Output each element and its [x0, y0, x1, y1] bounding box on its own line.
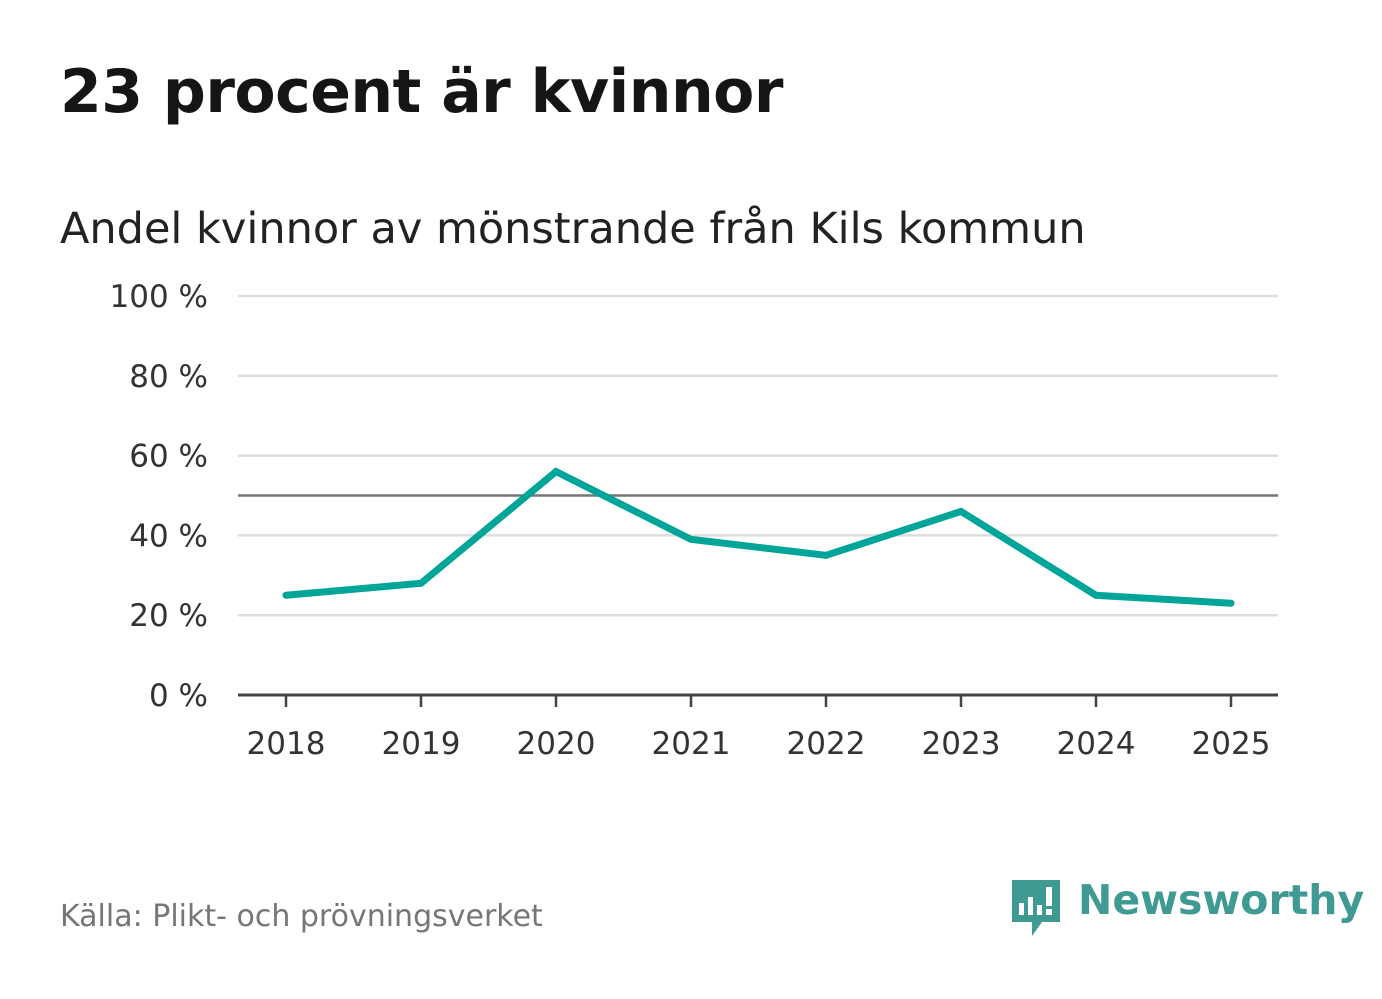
- y-tick-label: 40 %: [129, 518, 208, 554]
- data-point-2022: [822, 551, 830, 559]
- brand-logo: Newsworthy: [1010, 878, 1364, 940]
- y-tick-label: 100 %: [110, 279, 208, 315]
- data-point-2018: [282, 591, 290, 599]
- x-tick-label: 2020: [517, 726, 596, 762]
- data-point-2023: [957, 507, 965, 515]
- x-tick-label: 2023: [922, 726, 1001, 762]
- chart-title: 23 procent är kvinnor: [60, 57, 783, 127]
- data-point-2021: [687, 535, 695, 543]
- y-tick-label: 60 %: [129, 439, 208, 475]
- source-note: Källa: Plikt- och prövningsverket: [60, 899, 543, 934]
- x-tick-label: 2025: [1192, 726, 1271, 762]
- newsworthy-logo-icon: [1012, 880, 1060, 936]
- x-tick-label: 2019: [382, 726, 461, 762]
- x-tick-label: 2022: [787, 726, 866, 762]
- x-tick-label: 2021: [652, 726, 731, 762]
- x-axis: [238, 693, 1278, 707]
- grid-lines: [238, 294, 1278, 617]
- x-tick-label: 2024: [1057, 726, 1136, 762]
- data-point-2025: [1227, 599, 1235, 607]
- x-tick-label: 2018: [247, 726, 326, 762]
- x-axis-tick-labels: 2018 2019 2020 2021 2022 2023 2024 2025: [247, 726, 1271, 762]
- y-tick-label: 80 %: [129, 359, 208, 395]
- chart-subtitle: Andel kvinnor av mönstrande från Kils ko…: [60, 204, 1086, 254]
- brand-name: Newsworthy: [1078, 876, 1365, 924]
- data-point-2019: [417, 579, 425, 587]
- y-axis-tick-labels: 0 % 20 % 40 % 60 % 80 % 100 %: [110, 279, 208, 714]
- data-point-2024: [1092, 591, 1100, 599]
- series-group: [282, 467, 1235, 607]
- series-line: [285, 467, 1232, 607]
- y-tick-label: 20 %: [129, 598, 208, 634]
- y-tick-label: 0 %: [149, 678, 208, 714]
- data-point-2020: [552, 468, 560, 476]
